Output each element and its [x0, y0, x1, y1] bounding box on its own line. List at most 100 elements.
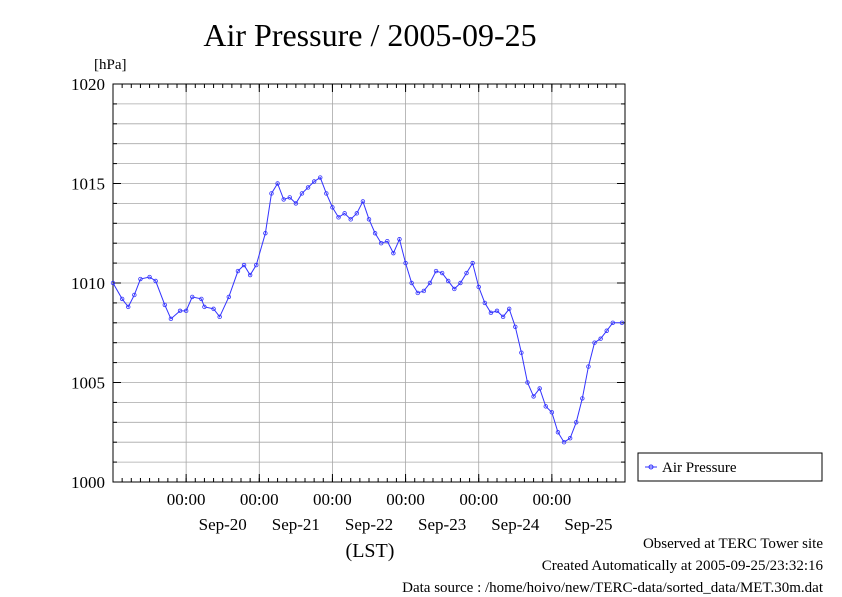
legend-label: Air Pressure	[662, 460, 737, 476]
data-point	[464, 270, 469, 276]
data-point	[391, 250, 396, 256]
data-point	[360, 199, 366, 204]
y-tick-label: 1005	[71, 374, 105, 393]
data-point	[226, 294, 232, 300]
x-date-label: Sep-22	[345, 515, 393, 534]
data-point	[305, 185, 311, 190]
series-group	[110, 175, 625, 445]
x-tick-label: 00:00	[313, 490, 352, 509]
data-point	[415, 290, 420, 296]
y-tick-label: 1020	[71, 75, 105, 94]
data-point	[604, 328, 609, 333]
data-point	[549, 410, 555, 415]
data-point	[281, 197, 286, 202]
data-point	[247, 272, 253, 278]
data-point	[211, 306, 216, 312]
data-point	[513, 324, 518, 329]
x-tick-labels: 00:00 00:00 00:00 00:00 00:00 00:00 Sep-20 Sep-…	[167, 490, 613, 534]
data-point	[153, 278, 158, 284]
data-point	[199, 296, 204, 302]
data-point	[433, 268, 439, 274]
data-point	[138, 276, 143, 282]
data-point	[235, 268, 241, 274]
data-point	[452, 286, 457, 292]
data-point	[574, 420, 579, 425]
data-point	[354, 211, 360, 216]
footer-source: Data source : /home/hoivo/new/TERC-data/…	[402, 580, 823, 596]
x-axis-label: (LST)	[346, 540, 395, 562]
data-point	[269, 191, 274, 196]
data-point	[183, 308, 189, 314]
x-tick-label: 00:00	[240, 490, 279, 509]
data-point	[598, 336, 603, 341]
data-point	[299, 191, 305, 196]
data-point	[336, 215, 341, 220]
footer-created: Created Automatically at 2005-09-25/23:3…	[541, 558, 823, 574]
y-tick-label: 1015	[71, 175, 105, 194]
data-point	[372, 231, 378, 236]
data-point	[330, 205, 335, 210]
data-point	[488, 310, 494, 316]
data-point	[543, 404, 548, 409]
data-point	[190, 294, 195, 300]
data-point	[287, 195, 292, 200]
data-point	[619, 320, 625, 325]
data-point	[580, 396, 585, 401]
data-point	[202, 304, 207, 310]
x-date-label: Sep-21	[272, 515, 320, 534]
data-point	[506, 306, 512, 312]
data-point	[147, 274, 152, 280]
data-point	[531, 394, 536, 399]
data-point	[519, 350, 524, 355]
data-point	[525, 380, 530, 385]
data-point	[342, 211, 347, 216]
data-point	[446, 278, 451, 284]
legend: Air Pressure	[637, 452, 823, 482]
data-point	[500, 314, 506, 320]
data-point	[324, 191, 329, 196]
data-point	[132, 292, 137, 298]
data-point	[385, 239, 390, 244]
data-point	[241, 262, 247, 268]
data-point	[439, 270, 445, 276]
data-point	[561, 440, 567, 445]
data-point	[177, 308, 183, 314]
data-point	[494, 308, 500, 314]
y-tick-label: 1000	[71, 473, 105, 492]
data-point	[254, 262, 259, 268]
data-point	[378, 240, 384, 246]
data-point	[293, 201, 299, 206]
data-point	[403, 260, 408, 266]
data-point	[168, 316, 174, 322]
data-point	[119, 296, 125, 302]
data-point	[397, 237, 402, 242]
data-point	[592, 340, 597, 345]
data-point	[482, 300, 488, 306]
grid-lines	[113, 84, 625, 482]
data-point	[458, 280, 463, 286]
legend-marker	[648, 464, 654, 470]
data-point	[567, 436, 573, 441]
x-date-label: Sep-24	[491, 515, 540, 534]
y-axis-unit: [hPa]	[94, 57, 127, 73]
x-tick-label: 00:00	[532, 490, 571, 509]
data-point	[263, 231, 268, 236]
data-point	[409, 280, 414, 286]
data-point	[427, 280, 433, 286]
data-point	[318, 175, 323, 180]
y-tick-label: 1010	[71, 274, 105, 293]
x-date-label: Sep-23	[418, 515, 466, 534]
data-point	[348, 217, 353, 222]
footer-observed: Observed at TERC Tower site	[642, 536, 823, 552]
data-point	[126, 304, 131, 310]
x-tick-label: 00:00	[386, 490, 425, 509]
data-point	[470, 260, 475, 266]
x-tick-label: 00:00	[167, 490, 206, 509]
data-point	[421, 288, 427, 294]
data-point	[555, 430, 561, 435]
y-tick-labels: 1000 1005 1010 1015 1020	[71, 75, 105, 492]
data-point	[366, 217, 372, 222]
data-point	[586, 364, 591, 369]
chart-title: Air Pressure / 2005-09-25	[203, 17, 536, 53]
